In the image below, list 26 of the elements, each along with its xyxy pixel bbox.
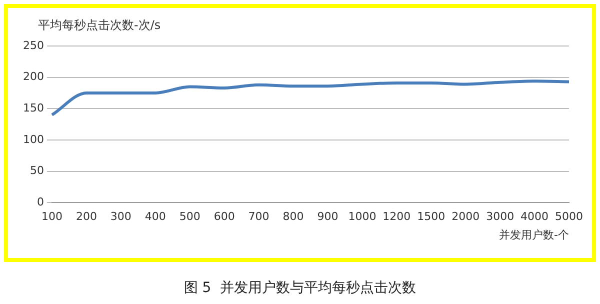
x-tick-label: 200 [76,210,97,224]
x-tick-label: 1500 [417,210,446,224]
x-tick-label: 500 [179,210,200,224]
x-tick-label: 300 [110,210,132,224]
x-tick-label: 1000 [348,210,376,224]
x-tick-label: 2000 [452,210,480,224]
x-tick-label: 800 [282,210,304,224]
x-tick-label: 100 [41,210,62,224]
y-tick-label: 100 [22,132,44,146]
x-tick-label: 4000 [520,210,549,224]
caption: 图 5 并发用户数与平均每秒点击次数 [182,279,418,297]
x-axis-title: 并发用户数-个 [499,228,570,242]
x-tick-label: 600 [214,210,235,224]
x-tick-label: 700 [248,210,270,224]
x-tick-label: 5000 [555,210,584,224]
x-tick-label: 3000 [486,210,514,224]
y-tick-label: 250 [22,38,44,52]
y-tick-label: 0 [36,195,44,208]
y-tick-label: 50 [30,164,44,178]
x-tick-label: 400 [144,210,166,224]
y-tick-label: 150 [22,102,44,114]
y-axis-title: 平均每秒点击次数-次/s [38,18,161,32]
x-tick-label: 900 [317,210,338,224]
line-series [50,80,571,116]
y-tick-label: 200 [22,70,44,84]
x-tick-label: 1200 [382,210,411,224]
